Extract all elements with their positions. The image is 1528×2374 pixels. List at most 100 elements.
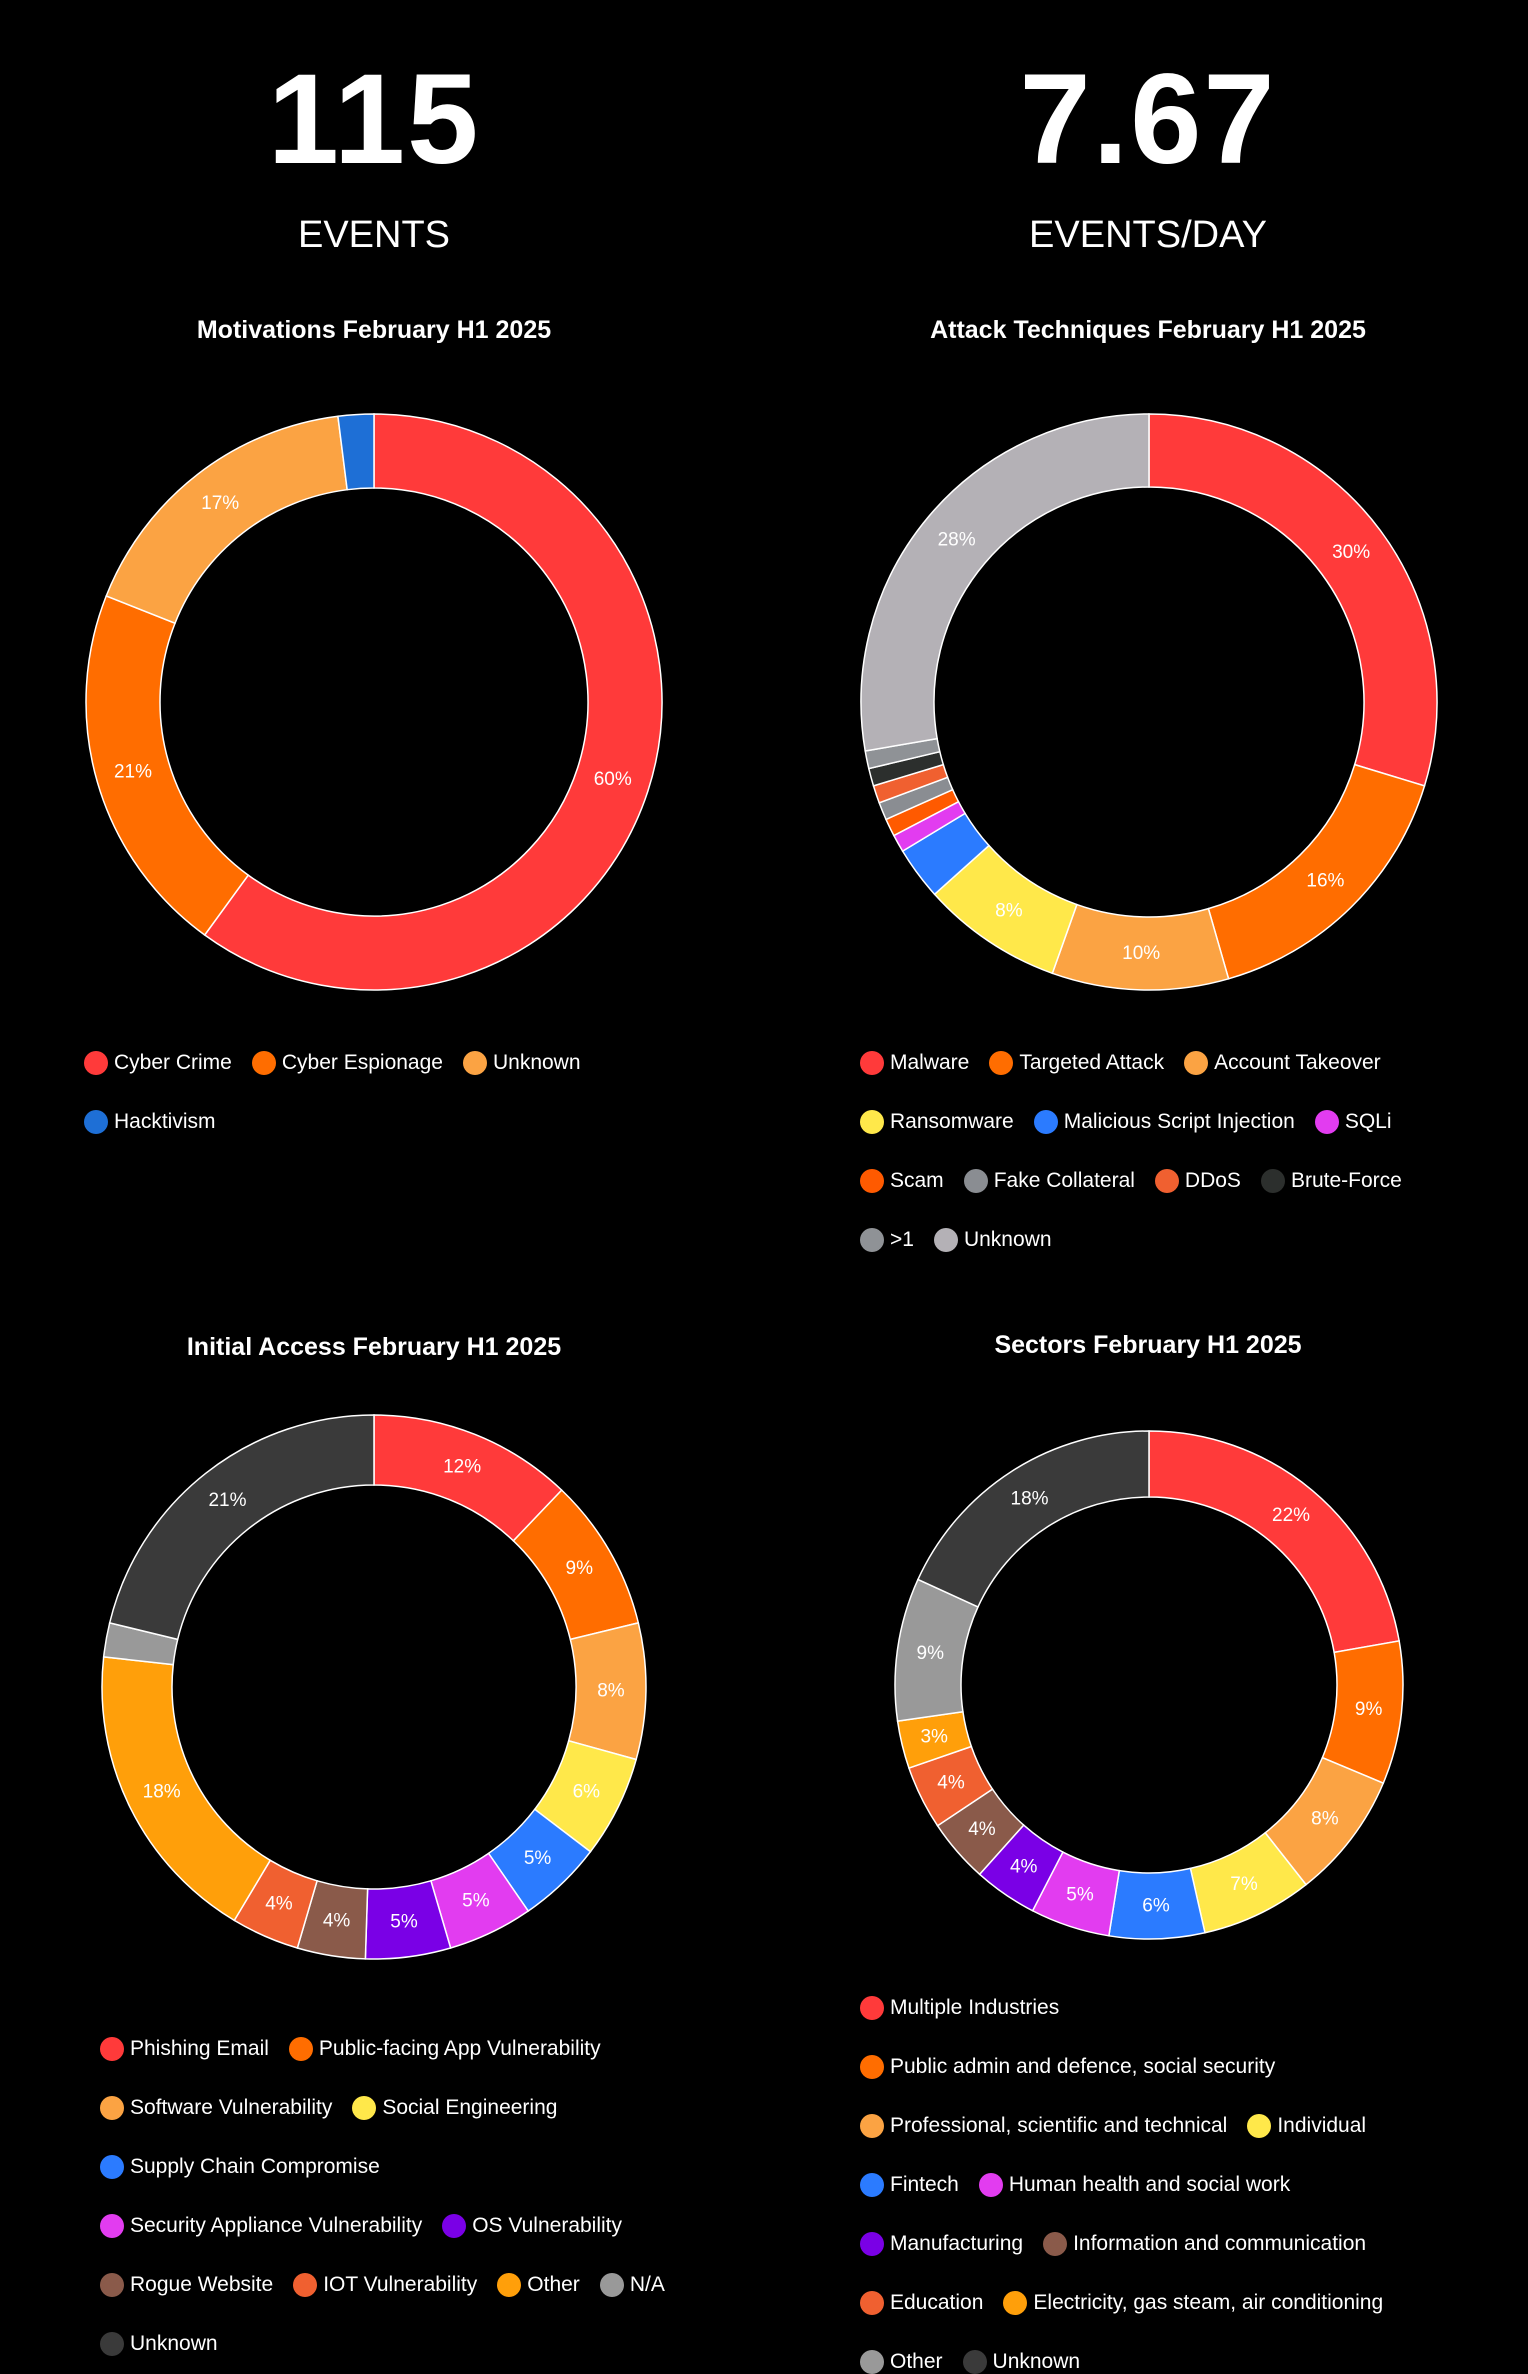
legend-label: Brute-Force xyxy=(1290,1168,1402,1192)
legend-item-security-appliance-vulnerability[interactable]: Security Appliance Vulnerability xyxy=(100,2213,422,2238)
legend-label: Manufacturing xyxy=(890,2231,1024,2255)
legend-item-account-takeover[interactable]: Account Takeover xyxy=(1184,1050,1381,1075)
legend-item-hacktivism[interactable]: Hacktivism xyxy=(84,1109,216,1134)
legend-item-os-vulnerability[interactable]: OS Vulnerability xyxy=(442,2213,622,2238)
legend-dot-icon xyxy=(860,2349,884,2374)
slice-label-unknown: 21% xyxy=(208,1490,246,1511)
legend-item-individual[interactable]: Individual xyxy=(1247,2113,1366,2138)
legend-dot-icon xyxy=(989,1050,1014,1075)
legend-item-supply-chain-compromise[interactable]: Supply Chain Compromise xyxy=(100,2154,380,2179)
legend-item-multiple-industries[interactable]: Multiple Industries xyxy=(860,1995,1060,2020)
slice-unknown xyxy=(108,1414,375,1641)
slice-other xyxy=(101,1656,272,1922)
legend-dot-icon xyxy=(100,2036,124,2061)
legend-item-malware[interactable]: Malware xyxy=(860,1050,969,1075)
legend-label: Account Takeover xyxy=(1214,1050,1381,1074)
slice-label-unknown: 18% xyxy=(1011,1489,1049,1510)
slice-label-unknown: 17% xyxy=(201,493,239,514)
slice-unknown xyxy=(105,415,349,625)
legend-dot-icon xyxy=(1260,1168,1285,1193)
motivations-donut-chart: 60% 21% 17% xyxy=(85,413,663,991)
legend-item-public-admin-and-defence-social-security[interactable]: Public admin and defence, social securit… xyxy=(860,2054,1275,2079)
legend-label: Targeted Attack xyxy=(1019,1050,1165,1074)
slice-unknown xyxy=(916,1430,1150,1608)
legend-dot-icon xyxy=(462,1050,487,1075)
legend-dot-icon xyxy=(599,2272,624,2297)
legend-item-1[interactable]: >1 xyxy=(860,1227,914,1252)
legend-label: Multiple Industries xyxy=(890,1995,1060,2019)
legend-item-public-facing-app-vulnerability[interactable]: Public-facing App Vulnerability xyxy=(288,2036,601,2061)
legend-label: Fintech xyxy=(890,2172,959,2196)
legend-item-iot-vulnerability[interactable]: IOT Vulnerability xyxy=(293,2272,477,2297)
legend-item-fake-collateral[interactable]: Fake Collateral xyxy=(963,1168,1135,1193)
legend-dot-icon xyxy=(352,2095,377,2120)
slice-label-public-admin-and-defence-social-security: 9% xyxy=(1355,1699,1383,1720)
legend-dot-icon xyxy=(100,2331,124,2356)
slice-label-ransomware: 8% xyxy=(995,900,1023,921)
legend-label: Human health and social work xyxy=(1008,2172,1291,2196)
attack-techniques-chart-title: Attack Techniques February H1 2025 xyxy=(930,316,1366,344)
legend-item-other[interactable]: Other xyxy=(497,2272,580,2297)
legend-dot-icon xyxy=(1033,1109,1058,1134)
slice-cyber-espionage xyxy=(85,595,250,937)
legend-item-ransomware[interactable]: Ransomware xyxy=(860,1109,1014,1134)
legend-label: Cyber Espionage xyxy=(281,1050,443,1074)
legend-item-unknown[interactable]: Unknown xyxy=(462,1050,581,1075)
legend-item-information-and-communication[interactable]: Information and communication xyxy=(1043,2231,1367,2256)
slice-label-software-vulnerability: 8% xyxy=(597,1680,625,1701)
legend-item-sqli[interactable]: SQLi xyxy=(1314,1109,1392,1134)
legend-item-fintech[interactable]: Fintech xyxy=(860,2172,959,2197)
legend-item-n-a[interactable]: N/A xyxy=(599,2272,665,2297)
events-per-day-label: EVENTS/DAY xyxy=(1029,214,1267,256)
slice-label-information-and-communication: 4% xyxy=(968,1819,996,1840)
legend-dot-icon xyxy=(860,2113,884,2138)
legend-dot-icon xyxy=(1247,2113,1272,2138)
legend-item-scam[interactable]: Scam xyxy=(860,1168,944,1193)
attack-techniques-donut-chart: 30% 16% 10% 8% 28% xyxy=(860,413,1438,991)
legend-dot-icon xyxy=(251,1050,276,1075)
legend-dot-icon xyxy=(497,2272,522,2297)
legend-label: Software Vulnerability xyxy=(130,2095,333,2119)
legend-dot-icon xyxy=(860,1995,884,2020)
legend-label: Information and communication xyxy=(1073,2231,1367,2255)
slice-label-unknown: 28% xyxy=(938,530,976,551)
legend-item-cyber-crime[interactable]: Cyber Crime xyxy=(84,1050,232,1075)
legend-item-malicious-script-injection[interactable]: Malicious Script Injection xyxy=(1033,1109,1295,1134)
slice-label-individual: 7% xyxy=(1230,1874,1258,1895)
legend-item-rogue-website[interactable]: Rogue Website xyxy=(100,2272,273,2297)
slice-label-cyber-crime: 60% xyxy=(594,769,632,790)
legend-dot-icon xyxy=(1003,2290,1028,2315)
legend-label: Professional, scientific and technical xyxy=(890,2113,1228,2137)
slice-label-os-vulnerability: 5% xyxy=(390,1912,418,1933)
legend-item-unknown[interactable]: Unknown xyxy=(100,2331,218,2356)
legend-dot-icon xyxy=(1043,2231,1068,2256)
legend-item-unknown[interactable]: Unknown xyxy=(962,2349,1080,2374)
legend-dot-icon xyxy=(84,1109,108,1134)
legend-label: Cyber Crime xyxy=(114,1050,232,1074)
legend-item-cyber-espionage[interactable]: Cyber Espionage xyxy=(251,1050,443,1075)
slice-label-fintech: 6% xyxy=(1142,1895,1170,1916)
legend-dot-icon xyxy=(100,2272,124,2297)
legend-item-targeted-attack[interactable]: Targeted Attack xyxy=(989,1050,1165,1075)
legend-item-brute-force[interactable]: Brute-Force xyxy=(1260,1168,1402,1193)
legend-item-software-vulnerability[interactable]: Software Vulnerability xyxy=(100,2095,333,2120)
legend-item-ddos[interactable]: DDoS xyxy=(1154,1168,1241,1193)
slice-cyber-crime xyxy=(203,413,663,991)
slice-label-other: 9% xyxy=(917,1643,945,1664)
legend-item-unknown[interactable]: Unknown xyxy=(933,1227,1052,1252)
legend-label: DDoS xyxy=(1184,1168,1241,1192)
legend-item-phishing-email[interactable]: Phishing Email xyxy=(100,2036,269,2061)
legend-dot-icon xyxy=(84,1050,108,1075)
legend-dot-icon xyxy=(100,2213,124,2238)
legend-item-education[interactable]: Education xyxy=(860,2290,983,2315)
slice-unknown xyxy=(860,413,1150,752)
legend-dot-icon xyxy=(860,1109,884,1134)
legend-item-electricity-gas-steam-air-conditioning[interactable]: Electricity, gas steam, air conditioning xyxy=(1003,2290,1383,2315)
legend-item-other[interactable]: Other xyxy=(860,2349,943,2374)
legend-item-professional-scientific-and-technical[interactable]: Professional, scientific and technical xyxy=(860,2113,1228,2138)
legend-item-social-engineering[interactable]: Social Engineering xyxy=(352,2095,557,2120)
slice-label-phishing-email: 12% xyxy=(443,1456,481,1477)
legend-item-manufacturing[interactable]: Manufacturing xyxy=(860,2231,1024,2256)
events-label: EVENTS xyxy=(297,214,451,256)
legend-item-human-health-and-social-work[interactable]: Human health and social work xyxy=(978,2172,1291,2197)
